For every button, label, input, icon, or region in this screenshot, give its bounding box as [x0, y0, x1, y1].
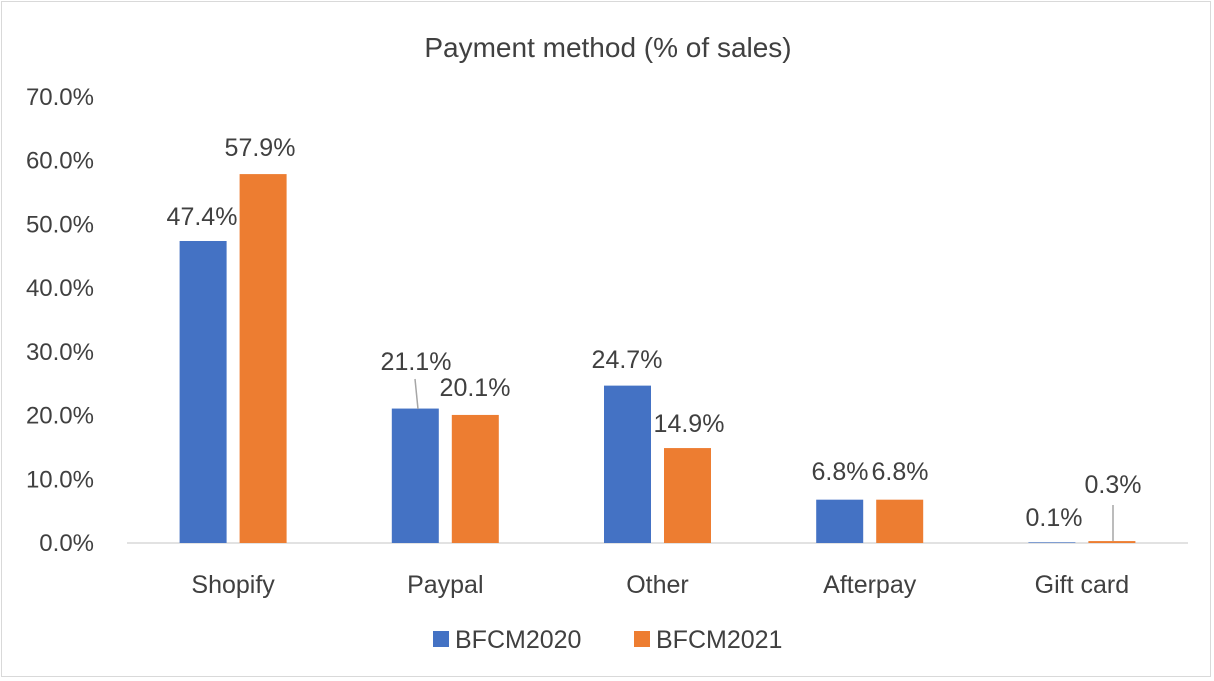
data-label: 6.8%	[812, 458, 869, 486]
y-tick-label: 0.0%	[39, 530, 94, 557]
legend-swatch-bfcm2021	[634, 631, 650, 647]
bar-bfcm2021	[664, 448, 711, 543]
y-tick-label: 50.0%	[26, 211, 94, 238]
bar-bfcm2020	[1028, 542, 1076, 543]
category-label: Gift card	[1035, 571, 1129, 599]
data-label: 14.9%	[654, 410, 725, 438]
bar-bfcm2021	[876, 499, 924, 543]
category-label: Paypal	[407, 571, 483, 599]
legend: BFCM2020 BFCM2021	[433, 626, 782, 654]
chart-title: Payment method (% of sales)	[424, 32, 791, 63]
y-tick-label: 30.0%	[26, 339, 94, 366]
data-label: 6.8%	[872, 458, 929, 486]
legend-swatch-bfcm2020	[433, 631, 449, 647]
leader-line	[414, 378, 419, 410]
category-label: Shopify	[191, 571, 275, 599]
bar-bfcm2020	[604, 385, 651, 543]
bar-bfcm2020	[816, 499, 864, 543]
y-tick-label: 70.0%	[26, 84, 94, 111]
y-tick-label: 40.0%	[26, 275, 94, 302]
data-label: 21.1%	[381, 348, 452, 376]
bar-bfcm2021	[239, 174, 287, 543]
category-label: Afterpay	[823, 571, 917, 599]
data-label: 47.4%	[167, 203, 238, 231]
bar-bfcm2020	[391, 408, 439, 543]
category-label: Other	[626, 571, 689, 599]
bar-bfcm2021	[1088, 541, 1136, 543]
y-tick-label: 20.0%	[26, 403, 94, 430]
bar-bfcm2020	[179, 240, 227, 543]
legend-label: BFCM2020	[455, 626, 581, 654]
y-tick-label: 10.0%	[26, 466, 94, 493]
data-label: 0.3%	[1085, 471, 1142, 499]
data-label: 0.1%	[1026, 504, 1083, 532]
data-label: 57.9%	[225, 134, 296, 162]
legend-label: BFCM2021	[656, 626, 782, 654]
data-label: 20.1%	[440, 374, 511, 402]
plot-area: 0.0% 10.0% 20.0% 30.0% 40.0% 50.0% 60.0% 70.0% S…	[26, 84, 1188, 599]
y-tick-label: 60.0%	[26, 148, 94, 175]
data-label: 24.7%	[592, 346, 663, 374]
bar-bfcm2021	[451, 414, 499, 543]
